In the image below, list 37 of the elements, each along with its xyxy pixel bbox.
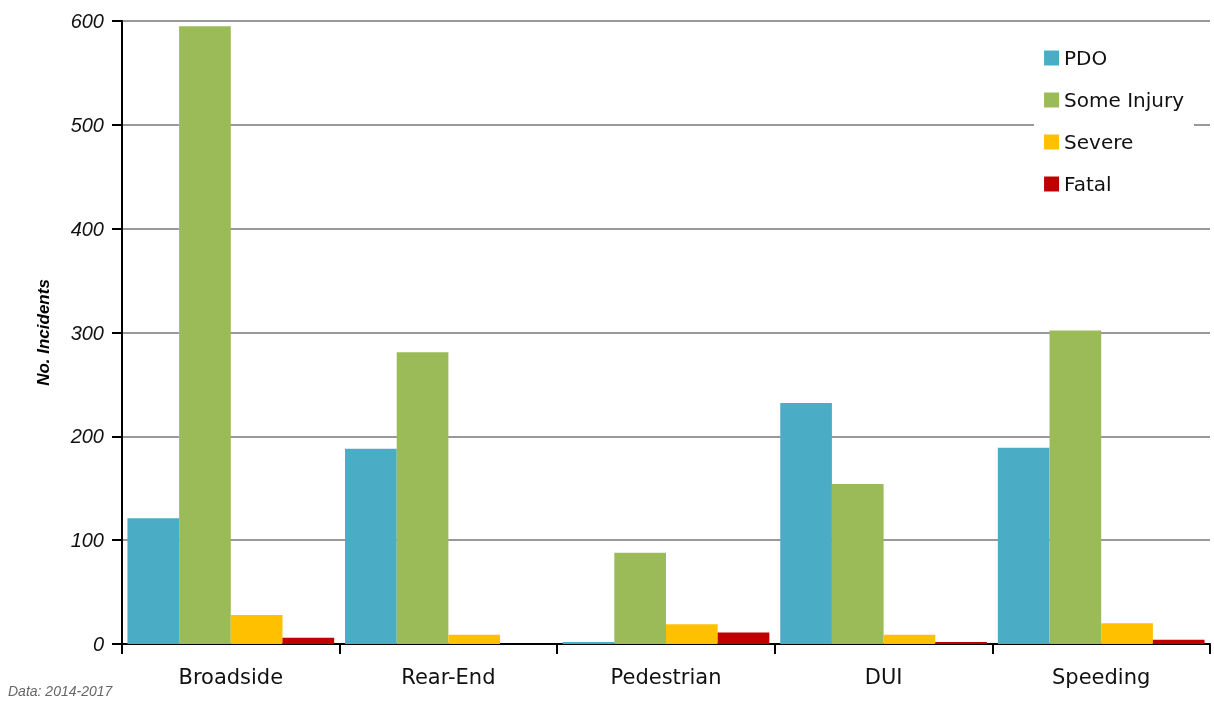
legend-label: PDO (1064, 46, 1108, 70)
legend-label: Fatal (1064, 172, 1112, 196)
bar (562, 641, 615, 644)
y-tick-label: 500 (70, 113, 104, 136)
x-tick-label: DUI (864, 664, 903, 689)
bar (935, 641, 987, 644)
y-tick-label: 300 (70, 321, 104, 344)
bar (230, 614, 283, 644)
x-tick-label: Pedestrian (610, 664, 722, 689)
bar (1152, 639, 1205, 644)
x-tick-label: Rear-End (401, 664, 496, 689)
bar (883, 634, 936, 644)
bar (831, 484, 884, 644)
legend-label: Some Injury (1064, 88, 1185, 112)
bar (717, 632, 770, 644)
bar (614, 552, 666, 644)
y-tick-label: 400 (70, 217, 104, 240)
bar (780, 403, 832, 644)
bar (127, 518, 180, 644)
bar (396, 352, 449, 644)
bar (666, 624, 718, 644)
y-tick-label: 200 (69, 425, 104, 448)
y-tick-label: 0 (92, 633, 104, 655)
bar (179, 26, 231, 644)
y-tick-label: 100 (70, 529, 104, 552)
bar (997, 447, 1050, 644)
y-axis-title: No. Incidents (34, 279, 53, 386)
legend-label: Severe (1064, 130, 1134, 154)
bar (345, 448, 397, 644)
bar (1049, 330, 1102, 644)
y-tick-label: 600 (70, 10, 104, 32)
bar (1101, 623, 1153, 644)
bar (448, 634, 501, 644)
bar (282, 637, 335, 644)
text: Data: 2014-2017 (8, 683, 114, 699)
x-tick-label: Speeding (1052, 664, 1151, 689)
x-tick-label: Broadside (178, 664, 284, 689)
